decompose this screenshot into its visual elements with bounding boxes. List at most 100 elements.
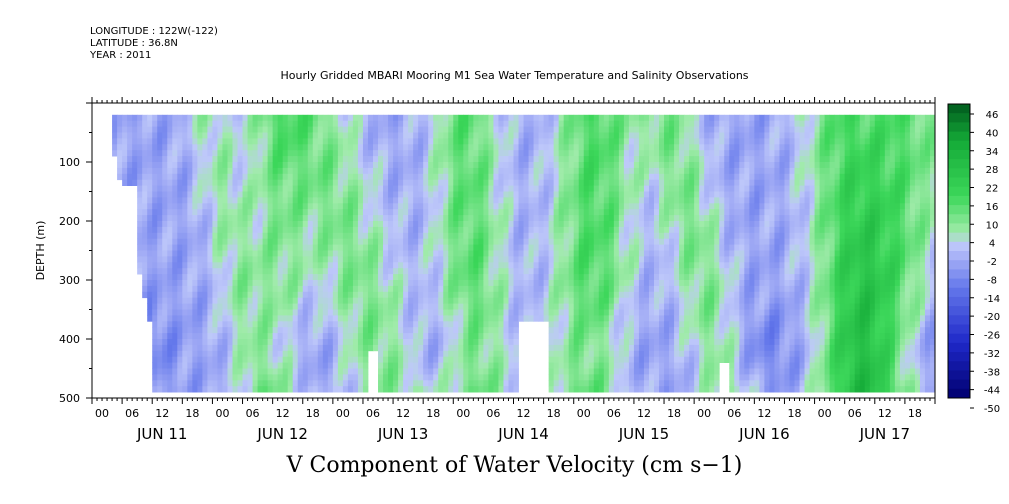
heatmap-cell <box>302 162 309 169</box>
heatmap-cell <box>342 339 349 346</box>
heatmap-cell <box>423 297 429 304</box>
heatmap-cell <box>367 138 374 145</box>
heatmap-cell <box>518 315 524 322</box>
heatmap-cell <box>322 285 329 293</box>
heatmap-cell <box>558 203 565 210</box>
heatmap-cell <box>473 262 479 269</box>
heatmap-cell <box>669 274 675 281</box>
heatmap-cell <box>538 156 545 163</box>
heatmap-cell <box>272 167 279 175</box>
heatmap-cell <box>638 362 645 369</box>
heatmap-cell <box>543 268 550 275</box>
heatmap-cell <box>463 268 469 275</box>
heatmap-cell <box>287 291 294 299</box>
heatmap-cell <box>553 339 560 346</box>
heatmap-cell <box>257 262 264 269</box>
heatmap-cell <box>654 144 660 151</box>
heatmap-cell <box>423 114 429 122</box>
heatmap-cell <box>548 197 555 204</box>
heatmap-cell <box>292 380 299 387</box>
heatmap-cell <box>217 173 223 181</box>
heatmap-cell <box>212 144 218 151</box>
heatmap-cell <box>453 167 459 175</box>
heatmap-cell <box>302 215 309 222</box>
heatmap-cell <box>237 362 243 369</box>
heatmap-cell <box>262 120 269 127</box>
heatmap-cell <box>578 238 585 245</box>
heatmap-cell <box>643 156 650 163</box>
heatmap-cell <box>242 132 248 139</box>
heatmap-cell <box>588 156 595 163</box>
heatmap-cell <box>152 362 158 369</box>
heatmap-cell <box>643 315 650 322</box>
heatmap-cell <box>212 280 218 287</box>
heatmap-cell <box>277 350 284 358</box>
heatmap-cell <box>468 262 474 269</box>
heatmap-cell <box>508 232 514 240</box>
heatmap-cell <box>443 315 449 322</box>
heatmap-cell <box>322 380 329 387</box>
heatmap-cell <box>523 256 529 263</box>
heatmap-cell <box>659 167 665 175</box>
heatmap-cell <box>317 114 324 122</box>
heatmap-cell <box>643 150 650 157</box>
heatmap-cell <box>438 232 444 240</box>
heatmap-cell <box>297 244 304 251</box>
heatmap-cell <box>488 268 494 275</box>
heatmap-cell <box>307 368 314 375</box>
heatmap-cell <box>493 138 499 145</box>
heatmap-cell <box>558 179 565 186</box>
heatmap-cell <box>217 144 223 151</box>
heatmap-cell <box>633 362 640 369</box>
heatmap-cell <box>357 297 364 304</box>
heatmap-cell <box>257 309 264 316</box>
heatmap-cell <box>493 256 499 263</box>
heatmap-cell <box>674 144 680 151</box>
heatmap-cell <box>202 244 208 251</box>
heatmap-cell <box>659 333 665 340</box>
heatmap-cell <box>648 386 655 393</box>
heatmap-cell <box>674 232 680 240</box>
heatmap-cell <box>187 156 193 163</box>
heatmap-cell <box>232 386 238 393</box>
heatmap-cell <box>463 291 469 299</box>
heatmap-cell <box>453 344 459 352</box>
heatmap-cell <box>513 203 519 210</box>
heatmap-cell <box>212 162 218 169</box>
heatmap-cell <box>222 315 228 322</box>
heatmap-cell <box>352 167 359 175</box>
heatmap-cell <box>508 285 514 293</box>
heatmap-cell <box>327 256 334 263</box>
heatmap-cell <box>603 185 610 192</box>
heatmap-cell <box>367 285 374 293</box>
heatmap-cell <box>583 209 590 216</box>
heatmap-cell <box>262 350 269 358</box>
heatmap-cell <box>287 221 294 228</box>
heatmap-cell <box>398 297 404 304</box>
heatmap-cell <box>347 191 354 198</box>
heatmap-cell <box>588 203 595 210</box>
heatmap-cell <box>674 150 680 157</box>
heatmap-cell <box>227 333 233 340</box>
heatmap-cell <box>488 191 494 198</box>
heatmap-cell <box>373 150 379 157</box>
heatmap-cell <box>543 256 550 263</box>
heatmap-cell <box>423 374 429 381</box>
heatmap-cell <box>242 350 248 358</box>
heatmap-cell <box>312 380 319 387</box>
heatmap-cell <box>513 297 519 304</box>
heatmap-cell <box>177 162 183 169</box>
heatmap-cell <box>638 344 645 352</box>
heatmap-cell <box>282 374 289 381</box>
heatmap-cell <box>498 262 504 269</box>
heatmap-cell <box>553 221 560 228</box>
heatmap-cell <box>307 197 314 204</box>
heatmap-cell <box>413 132 419 139</box>
heatmap-cell <box>563 232 570 240</box>
heatmap-cell <box>367 303 374 310</box>
heatmap-cell <box>543 179 550 186</box>
heatmap-cell <box>242 226 248 234</box>
heatmap-cell <box>187 150 193 157</box>
heatmap-cell <box>247 262 253 269</box>
heatmap-cell <box>493 150 499 157</box>
